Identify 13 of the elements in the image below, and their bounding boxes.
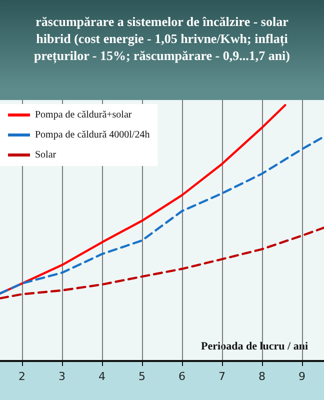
x-tick-label: 6 <box>178 370 186 383</box>
legend-label: Solar <box>35 150 57 160</box>
legend-label: Pompa de căldură+solar <box>35 110 132 120</box>
x-tick-label: 4 <box>98 370 106 383</box>
x-tick-label: 3 <box>58 370 66 383</box>
x-axis-title: Perioada de lucru / ani <box>201 340 308 352</box>
legend-label: Pompa de căldură 4000l/24h <box>35 130 150 140</box>
x-tick-label: 9 <box>298 370 306 383</box>
x-tick-label: 8 <box>258 370 266 383</box>
chart-title: răscumpărare a sistemelor de încălzire - solar hibrid (cost energie - 1,05 hrivne/Kwh; inflați prețurilor - 15%; răscumpărare - 0,9...1,7 ani) <box>34 14 290 64</box>
x-tick-label: 5 <box>138 370 146 383</box>
x-tick-label: 2 <box>18 370 26 383</box>
x-tick-label: 7 <box>218 370 226 383</box>
